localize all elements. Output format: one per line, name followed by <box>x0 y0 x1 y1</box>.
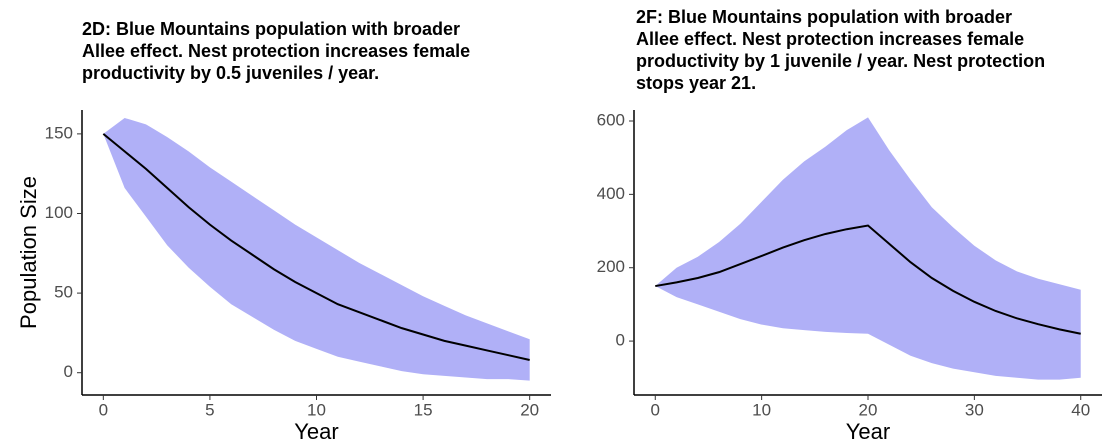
mean-line <box>102 133 530 361</box>
y-tick-label: 50 <box>54 283 73 302</box>
chart-title: Allee effect. Nest protection increases … <box>82 41 470 61</box>
chart-title: productivity by 0.5 juveniles / year. <box>82 63 379 83</box>
x-tick-label: 5 <box>205 400 214 419</box>
chart-title: 2F: Blue Mountains population with broad… <box>636 7 1012 27</box>
x-tick-label: 20 <box>520 400 539 419</box>
x-tick-label: 0 <box>651 400 660 419</box>
y-tick-label: 400 <box>597 184 625 203</box>
x-tick-label: 20 <box>859 400 878 419</box>
ribbon <box>655 117 1081 380</box>
y-tick-label: 150 <box>45 123 73 142</box>
x-tick-label: 10 <box>307 400 326 419</box>
chart-title: stops year 21. <box>636 73 756 93</box>
y-axis-label: Population Size <box>16 176 41 329</box>
y-tick-label: 200 <box>597 257 625 276</box>
y-tick-label: 0 <box>616 331 625 350</box>
chart-title: Allee effect. Nest protection increases … <box>636 29 1024 49</box>
x-axis-label: Year <box>294 419 338 444</box>
x-tick-label: 10 <box>752 400 771 419</box>
x-tick-label: 15 <box>414 400 433 419</box>
x-tick-label: 40 <box>1071 400 1090 419</box>
x-axis-label: Year <box>846 419 890 444</box>
y-tick-label: 0 <box>64 362 73 381</box>
y-tick-label: 600 <box>597 110 625 129</box>
x-tick-label: 0 <box>99 400 108 419</box>
ribbon <box>103 117 530 381</box>
chart-title: 2D: Blue Mountains population with broad… <box>82 19 460 39</box>
y-tick-label: 100 <box>45 203 73 222</box>
mean-line <box>655 224 1081 335</box>
x-tick-label: 30 <box>965 400 984 419</box>
chart-title: productivity by 1 juvenile / year. Nest … <box>636 51 1045 71</box>
